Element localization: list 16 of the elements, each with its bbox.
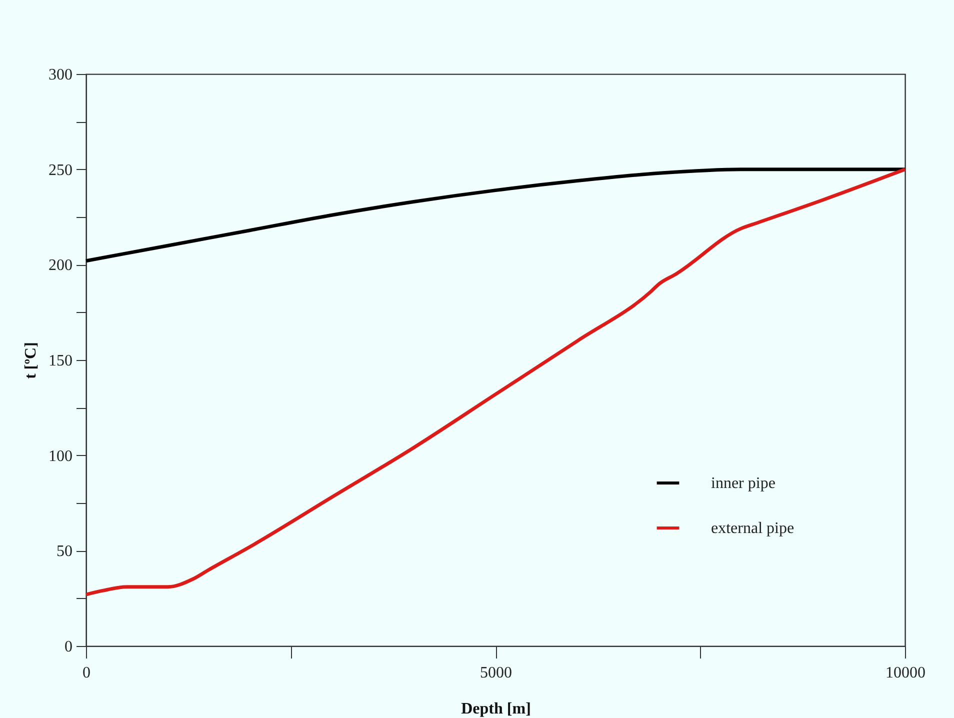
x-tick-label: 10000	[886, 664, 926, 682]
line-series	[84, 168, 907, 263]
x-tick-label: 5000	[480, 664, 512, 682]
x-axis-title: Depth [m]	[461, 700, 531, 718]
y-tick-label: 0	[64, 638, 72, 656]
y-tick-label: 150	[48, 352, 72, 370]
legend-label: external pipe	[711, 520, 794, 537]
y-axis-title: t [ºC]	[22, 342, 40, 379]
x-tick-label: 0	[82, 664, 90, 682]
line-series	[84, 168, 907, 596]
legend-label: inner pipe	[711, 475, 776, 492]
y-tick-label: 200	[48, 257, 72, 274]
y-tick-label: 250	[48, 162, 72, 179]
y-tick-label: 300	[48, 66, 72, 84]
y-tick-label: 100	[48, 448, 72, 465]
y-tick-label: 50	[56, 543, 72, 560]
